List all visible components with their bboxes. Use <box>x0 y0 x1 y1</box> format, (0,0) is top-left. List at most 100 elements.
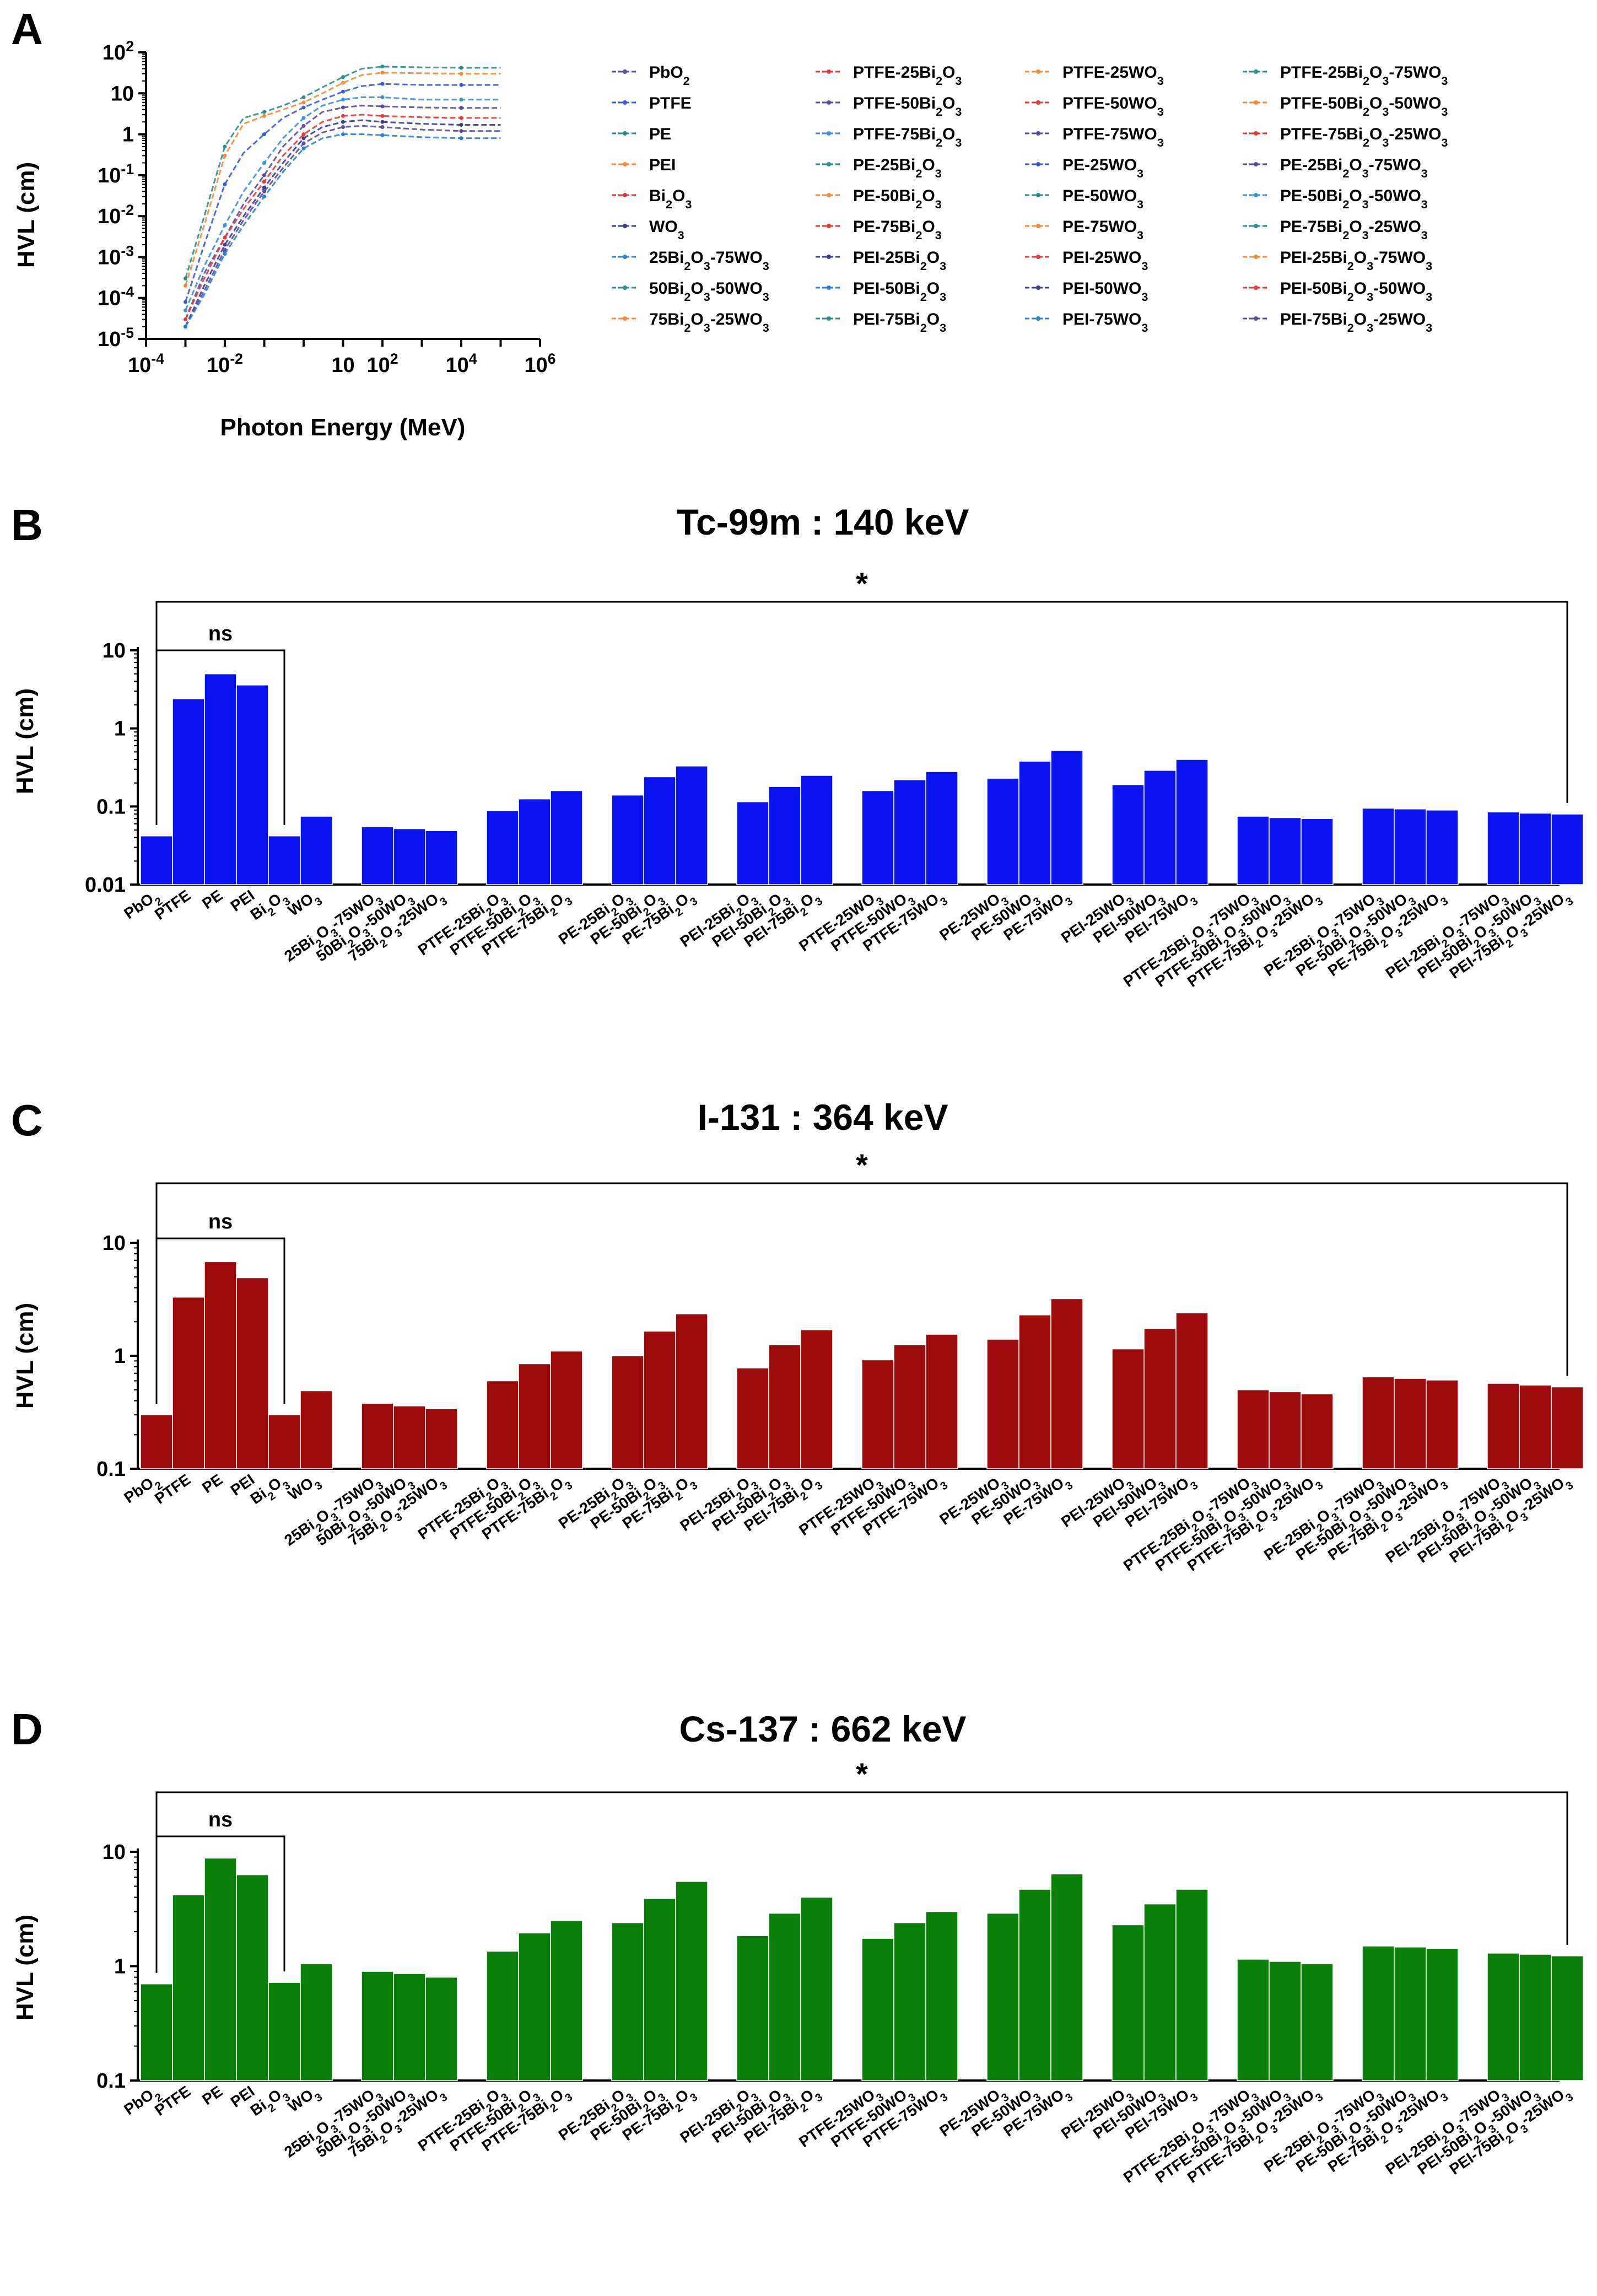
bar <box>268 1414 301 1469</box>
bar <box>1143 1328 1177 1469</box>
bar <box>986 778 1019 885</box>
series-point <box>459 66 463 70</box>
x-category-label: WO3 <box>285 887 325 924</box>
y-tick-label-a: 10 <box>111 82 134 105</box>
bar <box>236 685 269 885</box>
bar <box>736 1367 769 1469</box>
legend-item: PE-25WO3 <box>1025 156 1143 180</box>
legend-marker <box>1254 100 1258 105</box>
ns-bracket <box>155 649 285 825</box>
legend-item: PTFE-50Bi2O3-50WO3 <box>1243 94 1448 118</box>
bar <box>986 1912 1019 2081</box>
series-point <box>341 89 345 94</box>
legend-label: PEI-25Bi2O3-75WO3 <box>1280 249 1432 273</box>
legend-marker <box>1036 255 1040 259</box>
series-point <box>184 308 187 312</box>
series-point <box>223 247 227 252</box>
series-point <box>380 120 385 124</box>
legend-label: PEI-25Bi2O3 <box>853 249 946 273</box>
series-point <box>223 252 227 256</box>
y-axis-label-b: HVL (cm) <box>12 688 39 794</box>
y-axis-label-c: HVL (cm) <box>12 1303 39 1409</box>
legend-marker <box>827 100 831 105</box>
chart-title-d: Cs-137 : 662 keV <box>679 1708 966 1749</box>
bar <box>1301 1393 1334 1469</box>
series-point <box>223 235 227 240</box>
series-point <box>341 120 345 124</box>
legend-item: PE-75WO3 <box>1025 218 1143 242</box>
y-tick-label-a: 10-3 <box>98 242 134 269</box>
series-point <box>459 98 463 102</box>
legend-item: 75Bi2O3-25WO3 <box>612 310 769 335</box>
bar <box>736 801 769 885</box>
bar <box>611 794 644 885</box>
bar <box>1301 1963 1334 2081</box>
series-point <box>301 105 306 110</box>
series-point <box>341 80 345 85</box>
series-point <box>262 173 266 177</box>
legend-item: Bi2O3 <box>612 187 692 211</box>
legend-marker <box>827 162 831 166</box>
series-point <box>301 116 306 120</box>
legend-marker <box>1254 285 1258 290</box>
series-point <box>459 129 463 133</box>
y-tick-label: 10 <box>102 1232 126 1255</box>
bar <box>486 1380 519 1469</box>
chart-title-c: I-131 : 364 keV <box>698 1097 948 1138</box>
bar <box>1362 1945 1395 2081</box>
bar <box>1175 1312 1208 1469</box>
legend-label: PTFE-50WO3 <box>1062 94 1164 118</box>
x-category-label: PE <box>199 2083 225 2109</box>
bar <box>1426 1379 1459 1469</box>
legend-marker <box>1254 69 1258 74</box>
legend-label: PE-75Bi2O3-25WO3 <box>1280 218 1428 242</box>
y-tick-label-a: 1 <box>122 123 134 147</box>
x-axis-label-a: Photon Energy (MeV) <box>220 414 466 441</box>
bar <box>140 1414 173 1469</box>
bar <box>861 1938 894 2081</box>
series-point <box>223 242 227 247</box>
legend-item: PTFE-25WO3 <box>1025 63 1164 88</box>
bar <box>1551 813 1584 885</box>
legend-marker <box>827 131 831 136</box>
bar <box>204 1857 237 2081</box>
series-point <box>262 110 266 114</box>
bar <box>1269 1391 1302 1469</box>
y-tick-label: 0.1 <box>96 1458 126 1481</box>
y-tick-label: 1 <box>114 718 126 741</box>
bar <box>675 766 708 885</box>
legend-marker <box>623 255 627 259</box>
series-point <box>262 185 266 190</box>
bar <box>1050 1873 1083 2081</box>
bar <box>1551 1386 1584 1469</box>
bar <box>486 1950 519 2081</box>
bar <box>986 1339 1019 1469</box>
legend-marker <box>1036 224 1040 228</box>
panel-a: A HVL (cm) Photon Energy (MeV) 10-510-41… <box>11 4 1448 441</box>
series-point <box>341 125 345 129</box>
legend-label: Bi2O3 <box>649 187 692 211</box>
y-axis-label-d: HVL (cm) <box>12 1915 39 2020</box>
legend-marker <box>623 316 627 321</box>
series-point <box>184 276 187 281</box>
series-point <box>459 83 463 87</box>
bar <box>300 1390 333 1469</box>
bar <box>361 1971 394 2081</box>
bar <box>268 835 301 885</box>
bar <box>925 771 958 885</box>
panel-letter-b: B <box>11 500 43 549</box>
bar <box>140 1983 173 2081</box>
bar <box>1175 1889 1208 2081</box>
bar <box>675 1881 708 2081</box>
y-tick-label-a: 10-5 <box>98 325 134 351</box>
bar <box>268 1982 301 2081</box>
bar <box>204 673 237 885</box>
bar <box>1362 1376 1395 1469</box>
bar <box>1112 784 1145 885</box>
bar <box>425 830 458 885</box>
legend-label: PEI-50Bi2O3 <box>853 279 946 304</box>
x-category-label: WO3 <box>285 1471 325 1508</box>
legend-item: PEI-25WO3 <box>1025 249 1148 273</box>
